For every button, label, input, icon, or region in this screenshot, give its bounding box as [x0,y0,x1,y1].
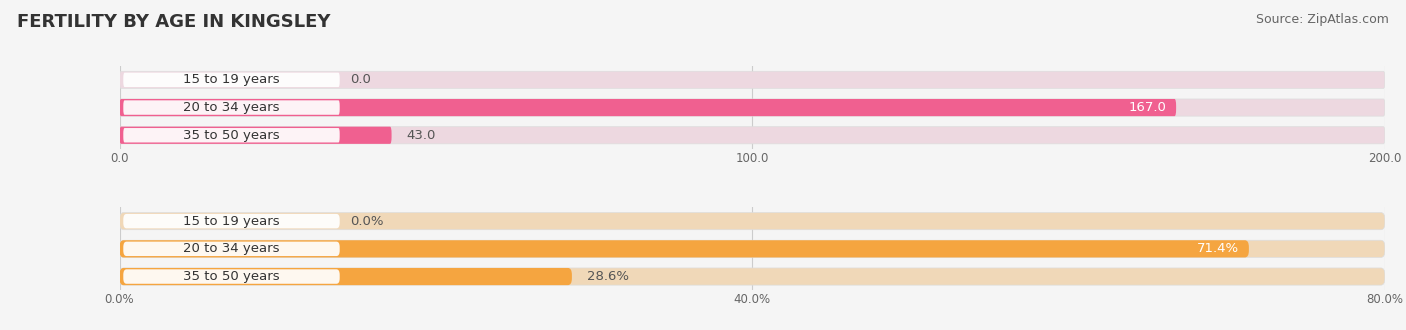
FancyBboxPatch shape [124,100,340,115]
Text: 167.0: 167.0 [1128,101,1166,114]
FancyBboxPatch shape [120,240,1249,257]
Text: 35 to 50 years: 35 to 50 years [183,270,280,283]
FancyBboxPatch shape [120,240,1385,257]
Text: Source: ZipAtlas.com: Source: ZipAtlas.com [1256,13,1389,26]
FancyBboxPatch shape [124,73,340,87]
FancyBboxPatch shape [120,99,1177,116]
Text: 0.0%: 0.0% [350,214,384,228]
FancyBboxPatch shape [120,127,1385,144]
FancyBboxPatch shape [120,99,1385,116]
Text: 20 to 34 years: 20 to 34 years [183,242,280,255]
FancyBboxPatch shape [120,213,1385,230]
FancyBboxPatch shape [124,269,340,284]
FancyBboxPatch shape [120,268,1385,285]
Text: 43.0: 43.0 [406,129,436,142]
Text: 35 to 50 years: 35 to 50 years [183,129,280,142]
Text: 15 to 19 years: 15 to 19 years [183,214,280,228]
Text: 0.0: 0.0 [350,73,371,86]
FancyBboxPatch shape [120,127,391,144]
FancyBboxPatch shape [124,128,340,143]
FancyBboxPatch shape [120,71,1385,88]
Text: 28.6%: 28.6% [588,270,628,283]
Text: FERTILITY BY AGE IN KINGSLEY: FERTILITY BY AGE IN KINGSLEY [17,13,330,31]
Text: 20 to 34 years: 20 to 34 years [183,101,280,114]
FancyBboxPatch shape [120,268,572,285]
FancyBboxPatch shape [124,214,340,228]
FancyBboxPatch shape [124,242,340,256]
Text: 71.4%: 71.4% [1197,242,1239,255]
Text: 15 to 19 years: 15 to 19 years [183,73,280,86]
